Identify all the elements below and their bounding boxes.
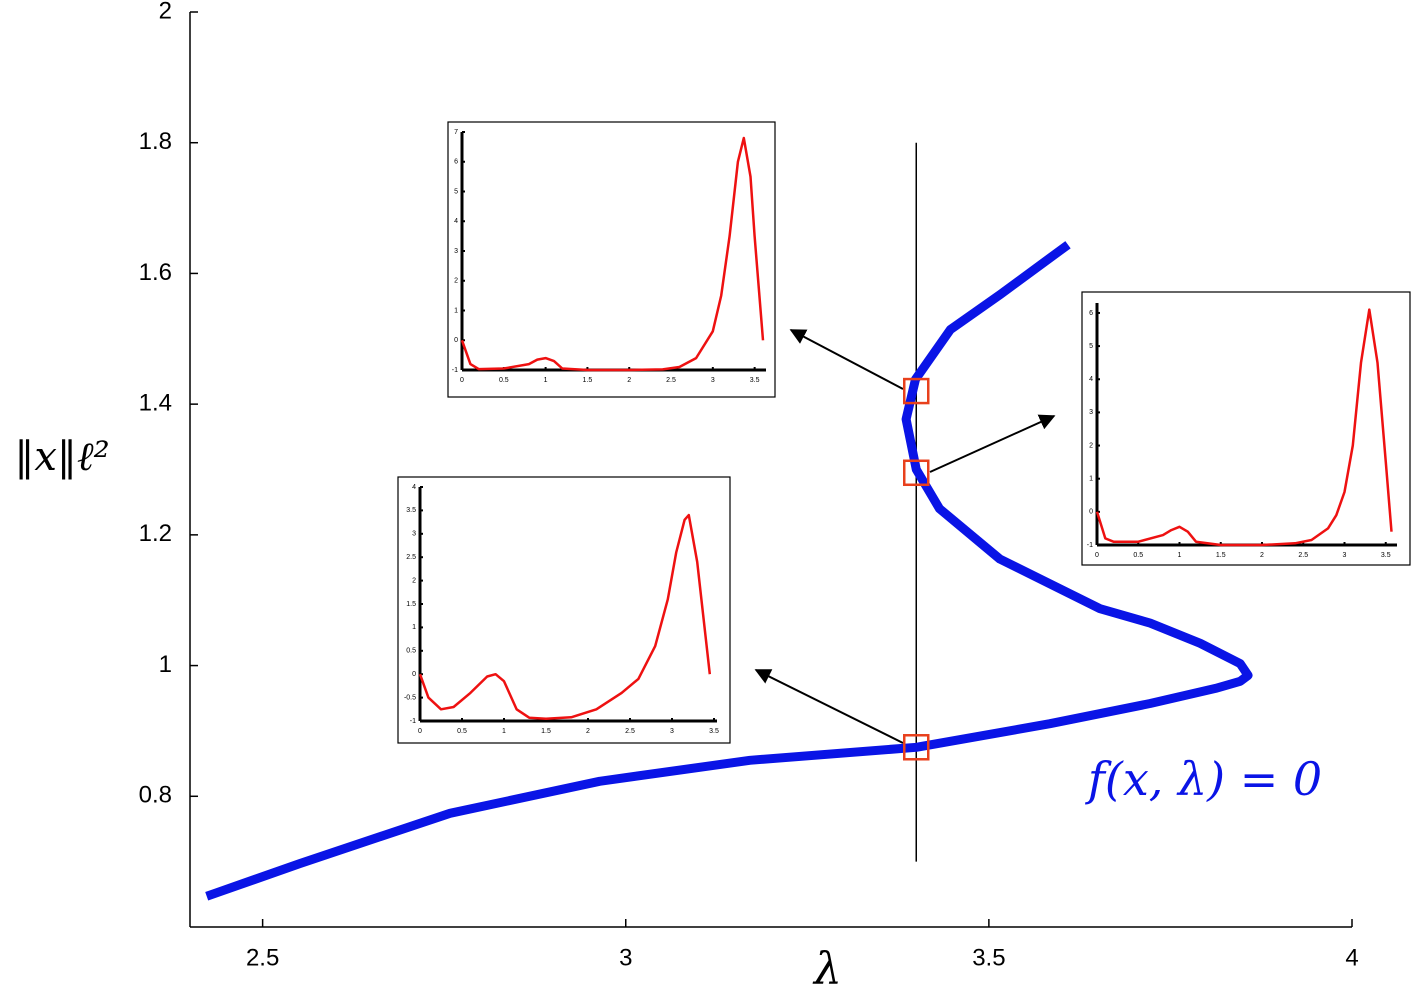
y-tick-label: 6 [1089, 310, 1093, 317]
x-tick-label: 0.5 [1133, 552, 1143, 559]
x-tick-label: 3.5 [972, 944, 1005, 971]
y-tick-label: 2 [454, 278, 458, 285]
x-tick-label: 2.5 [246, 944, 279, 971]
y-tick-label: 0 [412, 671, 416, 678]
y-tick-label: 1.2 [139, 520, 172, 547]
y-tick-label: 1.8 [139, 128, 172, 155]
curve-annotation: f(x, λ) = 0 [1085, 752, 1322, 806]
y-tick-label: 3.5 [406, 507, 416, 514]
x-tick-label: 1.5 [583, 377, 593, 384]
y-tick-label: 3 [454, 248, 458, 255]
inset-frame [447, 121, 776, 398]
y-tick-label: 1.6 [139, 259, 172, 286]
arrow [929, 414, 1056, 473]
x-axis-label: λ [812, 944, 842, 994]
x-tick-label: 0 [1095, 552, 1099, 559]
y-tick-label: 2 [412, 577, 416, 584]
y-tick-label: 0 [454, 337, 458, 344]
y-tick-label: 6 [454, 159, 458, 166]
inset-frame [1081, 291, 1411, 566]
marker-square [903, 734, 930, 761]
y-tick-label: 5 [454, 188, 458, 195]
x-tick-label: 2.5 [625, 728, 635, 735]
x-tick-label: 2 [627, 377, 631, 384]
y-tick-label: -1 [410, 718, 416, 725]
x-tick-label: 1 [1178, 552, 1182, 559]
y-tick-label: 3 [412, 531, 416, 538]
y-tick-label: 0 [1089, 509, 1093, 516]
y-tick-label: 1 [159, 651, 172, 678]
x-tick-label: 3.5 [709, 728, 719, 735]
profile-curve [418, 513, 712, 720]
y-axis-label: ‖x‖ℓ² [14, 434, 109, 480]
x-tick-label: 3 [619, 944, 632, 971]
y-tick-label: -1 [1087, 542, 1093, 549]
x-tick-label: 1 [502, 728, 506, 735]
x-tick-label: 0.5 [457, 728, 467, 735]
x-tick-label: 3 [711, 377, 715, 384]
marker-square [903, 377, 930, 405]
y-tick-label: 4 [1089, 376, 1093, 383]
profile-curve [460, 136, 765, 372]
x-tick-label: 2.5 [666, 377, 676, 384]
y-tick-label: 2.5 [406, 554, 416, 561]
x-tick-label: 0.5 [499, 377, 509, 384]
y-tick-label: 1.4 [139, 389, 172, 416]
arrow [754, 669, 904, 744]
x-tick-label: 3.5 [1381, 552, 1391, 559]
y-tick-label: 0.5 [406, 648, 416, 655]
x-tick-label: 4 [1345, 944, 1358, 971]
y-tick-label: 1 [412, 624, 416, 631]
y-tick-label: 1 [1089, 476, 1093, 483]
marker-square [903, 459, 930, 487]
y-tick-label: 1.5 [406, 601, 416, 608]
y-tick-label: -1 [452, 367, 458, 374]
x-tick-label: 0 [418, 728, 422, 735]
x-tick-label: 1 [544, 377, 548, 384]
y-tick-label: 5 [1089, 343, 1093, 350]
inset-frame [397, 476, 731, 744]
y-tick-label: 2 [1089, 442, 1093, 449]
y-tick-label: 0.8 [139, 782, 172, 809]
x-tick-label: 2 [1260, 552, 1264, 559]
arrow [789, 329, 904, 390]
profile-curve [1095, 308, 1393, 547]
y-tick-label: 1 [454, 307, 458, 314]
x-tick-label: 1.5 [541, 728, 551, 735]
solution-curve [205, 241, 1253, 901]
x-tick-label: 2 [586, 728, 590, 735]
y-tick-label: 4 [412, 484, 416, 491]
y-tick-label: 2 [159, 0, 172, 24]
y-tick-label: 3 [1089, 409, 1093, 416]
x-tick-label: 2.5 [1298, 552, 1308, 559]
x-tick-label: 1.5 [1216, 552, 1226, 559]
y-tick-label: 7 [454, 129, 458, 136]
y-tick-label: 4 [454, 218, 458, 225]
x-tick-label: 0 [460, 377, 464, 384]
x-tick-label: 3 [1343, 552, 1347, 559]
y-tick-label: -0.5 [404, 694, 416, 701]
x-tick-label: 3 [670, 728, 674, 735]
x-tick-label: 3.5 [750, 377, 760, 384]
